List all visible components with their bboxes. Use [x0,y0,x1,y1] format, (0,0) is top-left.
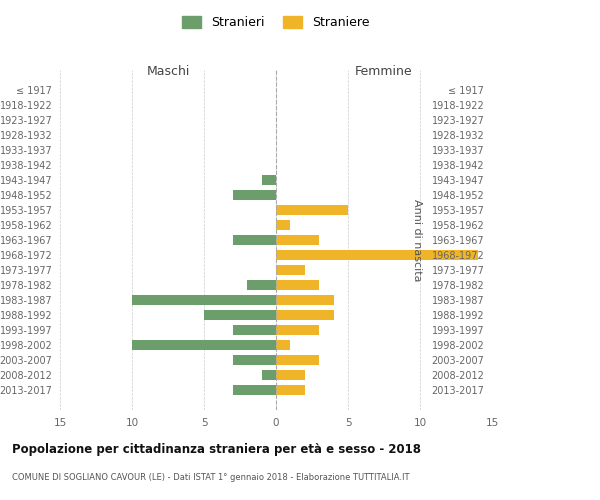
Bar [204,310,276,320]
Bar [276,235,319,245]
Text: Femmine: Femmine [355,66,413,78]
Bar [132,295,276,304]
Bar [276,325,319,334]
Bar [233,355,276,364]
Bar [276,370,305,380]
Text: Popolazione per cittadinanza straniera per età e sesso - 2018: Popolazione per cittadinanza straniera p… [12,442,421,456]
Bar [276,355,319,364]
Bar [233,235,276,245]
Text: COMUNE DI SOGLIANO CAVOUR (LE) - Dati ISTAT 1° gennaio 2018 - Elaborazione TUTTI: COMUNE DI SOGLIANO CAVOUR (LE) - Dati IS… [12,472,409,482]
Bar [276,280,319,290]
Bar [233,325,276,334]
Bar [132,340,276,349]
Bar [233,385,276,394]
Bar [247,280,276,290]
Text: Maschi: Maschi [146,66,190,78]
Bar [276,340,290,349]
Bar [276,310,334,320]
Bar [276,250,478,260]
Bar [233,190,276,200]
Bar [276,385,305,394]
Bar [262,176,276,185]
Bar [276,220,290,230]
Bar [276,295,334,304]
Bar [276,205,348,215]
Bar [262,370,276,380]
Y-axis label: Anni di nascita: Anni di nascita [412,198,422,281]
Legend: Stranieri, Straniere: Stranieri, Straniere [178,11,374,34]
Bar [276,265,305,275]
